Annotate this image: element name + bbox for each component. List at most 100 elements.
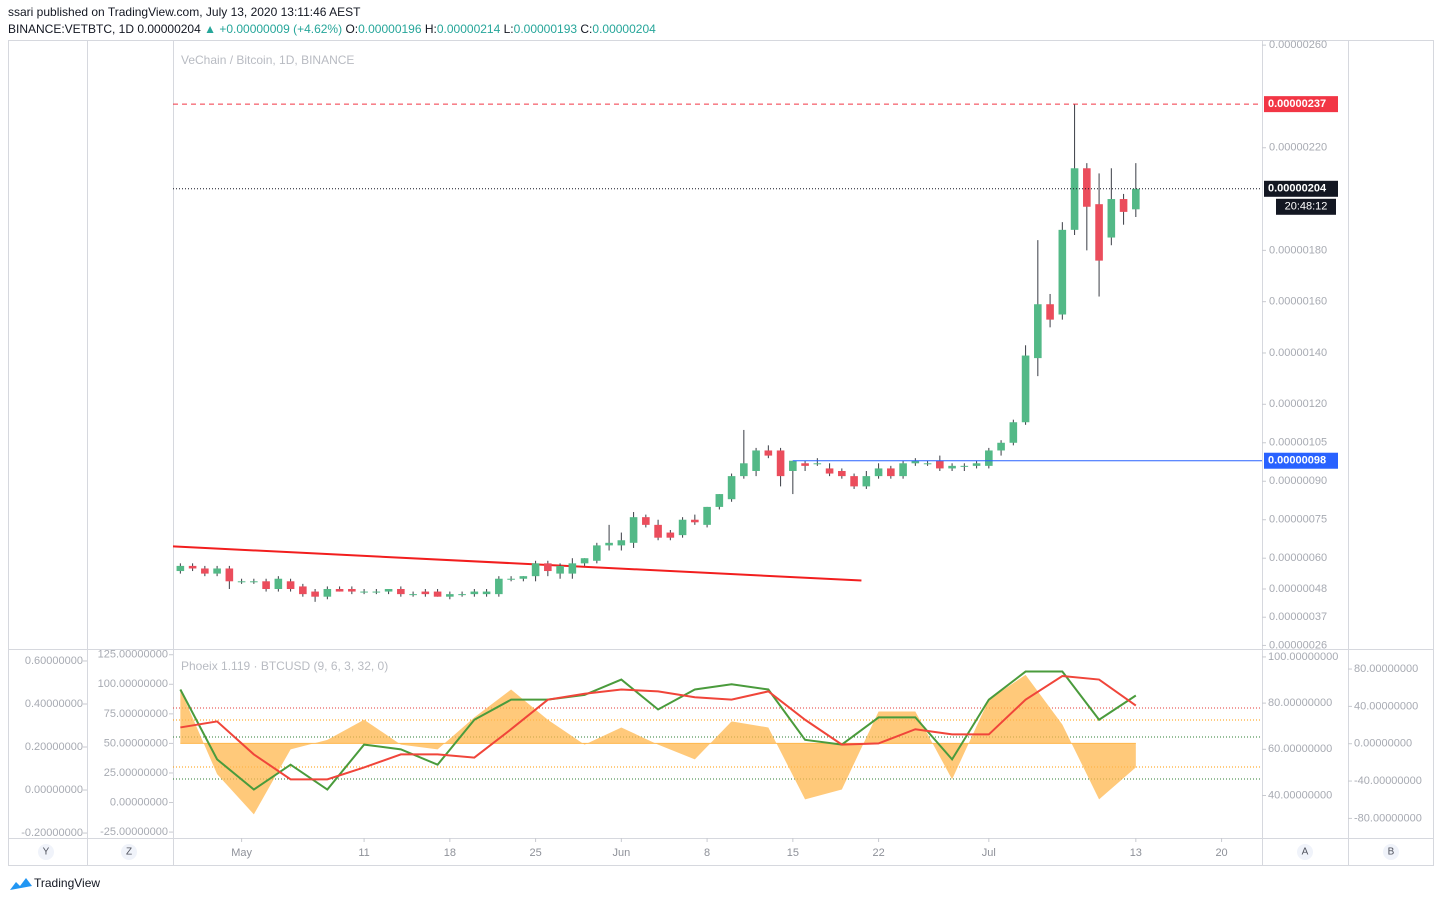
candle-body [470,591,479,595]
scale-button[interactable]: Y [38,844,54,860]
scale-button[interactable]: A [1297,844,1313,860]
y-tick-label: 75.00000000 [104,708,168,720]
y-tick-label: 0.40000000 [25,698,83,710]
symbol-line: BINANCE:VETBTC, 1D 0.00000204 ▲ +0.00000… [8,22,656,36]
y-tick-label: 100.00000000 [98,678,168,690]
candle-body [666,532,675,538]
price-label-box [1264,96,1338,113]
candle-body [188,565,197,569]
x-tick-label: 13 [1130,847,1142,859]
countdown-box [1276,198,1336,215]
candle-body [887,468,895,477]
candle-body [899,463,907,477]
x-tick-label: May [231,847,252,859]
candle-body [507,578,515,580]
candle-body [642,517,650,525]
y-tick-label: -80.00000000 [1354,812,1422,824]
candle-body [715,494,724,507]
candle-body [176,565,185,572]
x-tick-label: 11 [358,847,369,859]
candle-body [1070,168,1079,230]
ohlc-key: O: [345,22,359,36]
y-tick-label: 0.00000000 [25,784,83,796]
y-tick-label: 0.20000000 [25,741,83,753]
candle-body [1107,199,1116,238]
candle-body [838,470,846,477]
x-tick-label: 15 [787,847,799,859]
button-bg [38,844,54,860]
button-label: Z [126,847,132,858]
candle-body [948,465,956,469]
y-tick-label: 60.00000000 [1268,743,1332,755]
y-tick-label: 0.00000260 [1269,39,1327,51]
footer-logo [10,878,32,890]
candle-body [691,519,699,523]
x-tick-label: 20 [1215,847,1227,859]
candle-body [201,568,209,574]
button-bg [1383,844,1399,860]
price-label-box [1264,180,1338,197]
y-tick-label: 80.00000000 [1268,697,1332,709]
candle-body [580,558,589,564]
y-tick-label: 125.00000000 [98,649,168,661]
indicator-line [180,674,1137,781]
candle-body [923,463,932,465]
candle-body [237,581,246,583]
candle-body [1009,422,1018,443]
ohlc-key: L: [503,22,514,36]
candle-body [752,450,760,471]
candle-body [1046,304,1054,320]
candle-body [678,519,687,536]
price-label: 0.00000204 [1268,183,1327,195]
candle-body [397,588,405,595]
candle-body [874,468,883,477]
candle-body [286,581,295,589]
scale-button[interactable]: Z [121,844,137,860]
y-tick-label: 0.00000140 [1269,347,1327,359]
ohlc-value: 0.00000193 [513,22,578,36]
candle-body [985,450,993,466]
y-tick-label: 50.00000000 [104,737,168,749]
y-tick-label: -25.00000000 [100,826,168,838]
candle-body [262,581,270,589]
candle-body [384,588,393,592]
y-tick-label: 0.00000105 [1269,437,1327,449]
price-label: 0.00000098 [1268,455,1326,467]
trendline [172,545,862,582]
y-tick-label: 40.00000000 [1268,789,1332,801]
y-tick-label: 80.00000000 [1354,663,1418,675]
y-tick-label: 0.00000160 [1269,296,1327,308]
candle-body [433,591,442,597]
candle-body [372,591,381,593]
y-tick-label: 0.00000026 [1269,639,1327,651]
y-tick-label: 40.00000000 [1354,700,1418,712]
candle-body [446,594,454,597]
candle-body [323,588,332,597]
candle-body [1058,229,1067,315]
x-tick-label: Jul [982,847,996,859]
candle-body [213,568,221,574]
candle-body [1095,204,1103,261]
candle-body [776,450,785,477]
candle-body [1083,168,1091,207]
candle-body [654,524,662,538]
candle-body [789,460,797,471]
y-tick-label: 0.00000037 [1269,611,1327,623]
candle-body [311,591,319,597]
x-tick-label: 8 [704,847,710,859]
candle-body [960,465,969,467]
price-label-box [1264,452,1338,469]
candle-body [568,563,577,574]
y-tick-label: 0.00000060 [1269,552,1327,564]
candle-body [703,506,711,525]
candle-body [801,463,809,466]
indicator-title: Phoeix 1.119 · BTCUSD (9, 6, 3, 32, 0) [181,659,388,673]
scale-button[interactable]: B [1383,844,1399,860]
publisher-line: ssari published on TradingView.com, July… [8,5,361,19]
x-tick-label: Jun [612,847,630,859]
candle-body [335,588,344,592]
candle-body [862,476,871,487]
y-tick-label: 0.00000075 [1269,514,1327,526]
candle-body [813,463,822,465]
